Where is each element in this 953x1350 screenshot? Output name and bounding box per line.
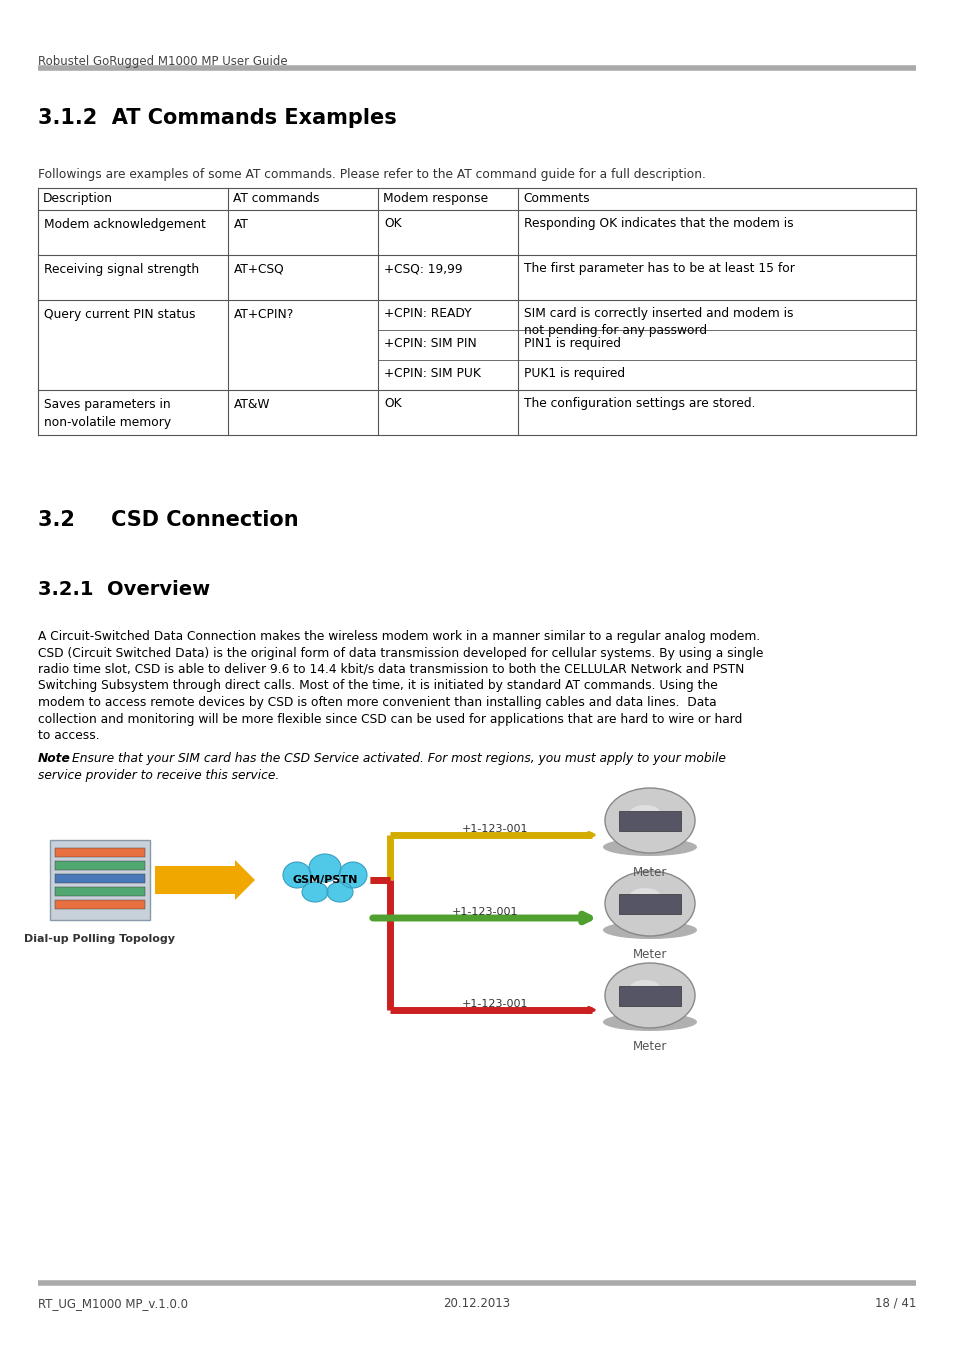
Text: 20.12.2013: 20.12.2013 bbox=[443, 1297, 510, 1310]
Text: AT&W: AT&W bbox=[233, 398, 271, 410]
Text: Modem response: Modem response bbox=[382, 192, 488, 205]
Text: +CPIN: SIM PIN: +CPIN: SIM PIN bbox=[384, 338, 476, 350]
Text: GSM/PSTN: GSM/PSTN bbox=[292, 875, 357, 886]
Text: Robustel GoRugged M1000 MP User Guide: Robustel GoRugged M1000 MP User Guide bbox=[38, 55, 287, 68]
Text: The configuration settings are stored.: The configuration settings are stored. bbox=[523, 397, 755, 410]
Polygon shape bbox=[234, 860, 254, 900]
Ellipse shape bbox=[604, 871, 695, 936]
Text: CSD (Circuit Switched Data) is the original form of data transmission developed : CSD (Circuit Switched Data) is the origi… bbox=[38, 647, 762, 660]
Text: +CPIN: SIM PUK: +CPIN: SIM PUK bbox=[384, 367, 480, 379]
Text: AT: AT bbox=[233, 217, 249, 231]
Ellipse shape bbox=[602, 1012, 697, 1031]
Text: Query current PIN status: Query current PIN status bbox=[44, 308, 195, 321]
Text: AT+CPIN?: AT+CPIN? bbox=[233, 308, 294, 321]
Text: Note: Note bbox=[38, 752, 71, 765]
Text: RT_UG_M1000 MP_v.1.0.0: RT_UG_M1000 MP_v.1.0.0 bbox=[38, 1297, 188, 1310]
Text: Responding OK indicates that the modem is: Responding OK indicates that the modem i… bbox=[523, 217, 793, 230]
Ellipse shape bbox=[283, 863, 311, 888]
Text: Switching Subsystem through direct calls. Most of the time, it is initiated by s: Switching Subsystem through direct calls… bbox=[38, 679, 717, 693]
Text: Comments: Comments bbox=[522, 192, 589, 205]
FancyBboxPatch shape bbox=[154, 865, 234, 894]
Text: service provider to receive this service.: service provider to receive this service… bbox=[38, 768, 279, 782]
Text: AT+CSQ: AT+CSQ bbox=[233, 263, 284, 275]
Text: +CSQ: 19,99: +CSQ: 19,99 bbox=[384, 262, 462, 275]
Text: A Circuit-Switched Data Connection makes the wireless modem work in a manner sim: A Circuit-Switched Data Connection makes… bbox=[38, 630, 760, 643]
FancyBboxPatch shape bbox=[618, 811, 680, 832]
FancyBboxPatch shape bbox=[618, 986, 680, 1006]
Text: +CPIN: READY: +CPIN: READY bbox=[384, 306, 471, 320]
Text: 3.1.2  AT Commands Examples: 3.1.2 AT Commands Examples bbox=[38, 108, 396, 128]
Text: radio time slot, CSD is able to deliver 9.6 to 14.4 kbit/s data transmission to : radio time slot, CSD is able to deliver … bbox=[38, 663, 743, 676]
Text: 3.2     CSD Connection: 3.2 CSD Connection bbox=[38, 510, 298, 531]
Ellipse shape bbox=[309, 855, 340, 882]
Ellipse shape bbox=[338, 863, 367, 888]
Text: Meter: Meter bbox=[632, 1041, 666, 1053]
FancyBboxPatch shape bbox=[50, 840, 150, 919]
FancyBboxPatch shape bbox=[55, 900, 145, 909]
Text: PUK1 is required: PUK1 is required bbox=[523, 367, 624, 379]
Ellipse shape bbox=[629, 805, 659, 819]
Text: : Ensure that your SIM card has the CSD Service activated. For most regions, you: : Ensure that your SIM card has the CSD … bbox=[64, 752, 725, 765]
FancyBboxPatch shape bbox=[55, 873, 145, 883]
FancyBboxPatch shape bbox=[55, 861, 145, 869]
Text: +1-123-001: +1-123-001 bbox=[452, 907, 517, 917]
FancyBboxPatch shape bbox=[618, 894, 680, 914]
Text: SIM card is correctly inserted and modem is
not pending for any password: SIM card is correctly inserted and modem… bbox=[523, 306, 793, 338]
Ellipse shape bbox=[604, 788, 695, 853]
Ellipse shape bbox=[629, 980, 659, 995]
Text: Dial-up Polling Topology: Dial-up Polling Topology bbox=[25, 934, 175, 944]
Text: Description: Description bbox=[43, 192, 112, 205]
Text: 18 / 41: 18 / 41 bbox=[874, 1297, 915, 1310]
Text: AT commands: AT commands bbox=[233, 192, 319, 205]
Text: +1-123-001: +1-123-001 bbox=[461, 999, 528, 1008]
Text: +1-123-001: +1-123-001 bbox=[461, 824, 528, 834]
Text: modem to access remote devices by CSD is often more convenient than installing c: modem to access remote devices by CSD is… bbox=[38, 697, 716, 709]
Text: OK: OK bbox=[384, 217, 401, 230]
FancyBboxPatch shape bbox=[55, 887, 145, 896]
Text: OK: OK bbox=[384, 397, 401, 410]
Text: to access.: to access. bbox=[38, 729, 99, 742]
Text: collection and monitoring will be more flexible since CSD can be used for applic: collection and monitoring will be more f… bbox=[38, 713, 741, 725]
Ellipse shape bbox=[302, 882, 328, 902]
Text: Meter: Meter bbox=[632, 865, 666, 879]
FancyBboxPatch shape bbox=[55, 848, 145, 857]
Text: Saves parameters in
non-volatile memory: Saves parameters in non-volatile memory bbox=[44, 398, 171, 429]
Text: Modem acknowledgement: Modem acknowledgement bbox=[44, 217, 206, 231]
Ellipse shape bbox=[629, 888, 659, 903]
Text: The first parameter has to be at least 15 for: The first parameter has to be at least 1… bbox=[523, 262, 794, 275]
Text: PIN1 is required: PIN1 is required bbox=[523, 338, 620, 350]
Ellipse shape bbox=[604, 963, 695, 1027]
Text: Meter: Meter bbox=[632, 949, 666, 961]
Ellipse shape bbox=[327, 882, 353, 902]
Text: Followings are examples of some AT commands. Please refer to the AT command guid: Followings are examples of some AT comma… bbox=[38, 167, 705, 181]
Text: Receiving signal strength: Receiving signal strength bbox=[44, 263, 199, 275]
Ellipse shape bbox=[602, 838, 697, 856]
Ellipse shape bbox=[602, 921, 697, 940]
Text: 3.2.1  Overview: 3.2.1 Overview bbox=[38, 580, 210, 599]
